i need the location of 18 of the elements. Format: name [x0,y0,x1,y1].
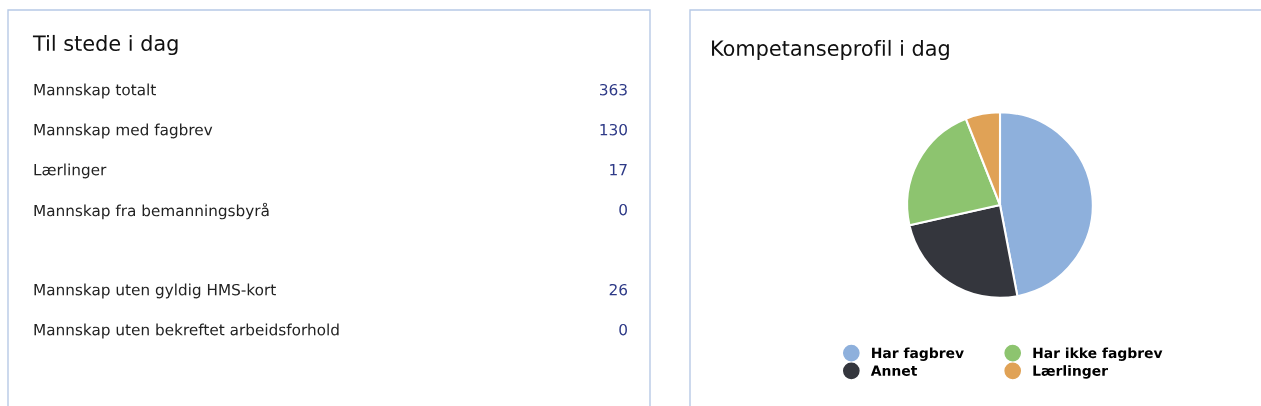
data-label: 0 [619,203,627,216]
data-label: 363 [600,83,627,96]
category-label: Mannskap uten bekreftet arbeidsforhold [34,323,339,339]
category-label: Lærlinger [34,163,107,179]
category-label: Mannskap med fagbrev [34,123,213,139]
category-label: Mannskap fra bemanningsbyrå [34,202,269,220]
text: Til stede i dag [32,34,178,56]
data-label: 26 [609,283,628,296]
data-label: 130 [600,123,627,136]
legend-label: Har ikke fagbrev [1033,347,1163,361]
chart-title: Kompetanseprofil i dag [712,39,949,61]
legend-label: Har fagbrev [872,347,964,361]
data-label: 0 [619,323,627,336]
legend-label: Lærlinger [1033,365,1108,379]
legend-label: Annet [870,365,918,376]
category-label: Mannskap totalt [34,83,156,99]
data-label: 17 [610,164,627,176]
category-label: Mannskap uten gyldig HMS-kort [34,283,276,299]
